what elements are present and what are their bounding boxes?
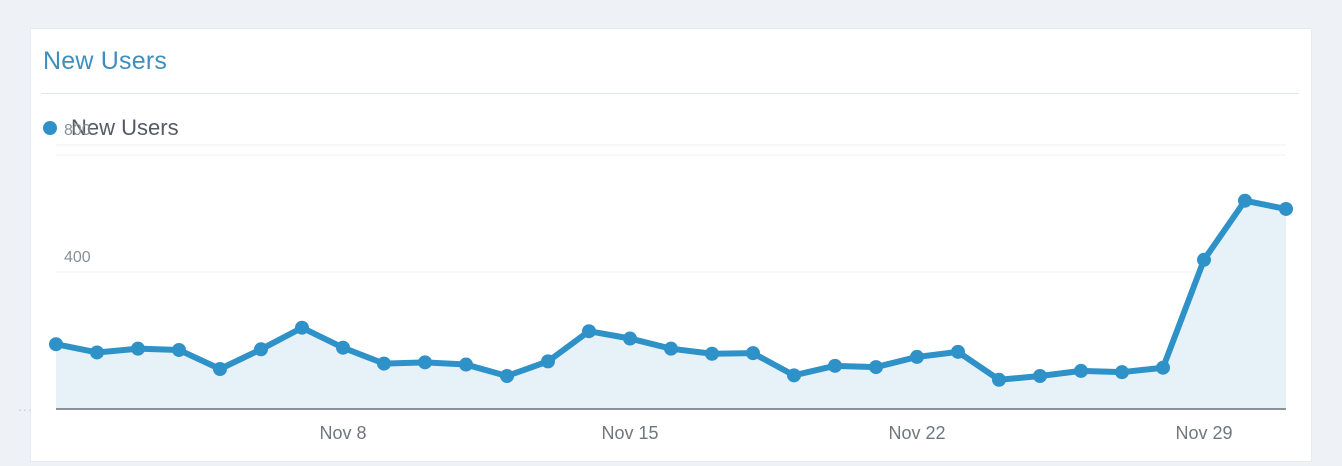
data-point-2 (90, 345, 104, 360)
data-point-29 (1197, 252, 1211, 267)
data-point-20 (828, 358, 842, 373)
data-point-10 (418, 355, 432, 370)
data-point-3 (131, 341, 145, 356)
chart-legend[interactable]: New Users (43, 115, 179, 141)
y-tick-label-400: 400 (64, 249, 91, 266)
data-point-22 (910, 349, 924, 364)
legend-label-new-users: New Users (71, 115, 179, 140)
x-tick-label-nov-8: Nov 8 (319, 423, 366, 443)
data-point-9 (377, 356, 391, 371)
series-area-fill (56, 200, 1286, 409)
data-point-18 (746, 346, 760, 361)
data-point-19 (787, 368, 801, 383)
data-point-11 (459, 357, 473, 372)
data-point-12 (500, 368, 514, 383)
data-point-6 (254, 342, 268, 357)
data-point-13 (541, 354, 555, 369)
data-point-27 (1115, 365, 1129, 380)
panel-title: New Users (43, 47, 168, 75)
data-point-14 (582, 324, 596, 339)
data-point-31 (1279, 201, 1293, 216)
data-point-7 (295, 320, 309, 335)
data-point-25 (1033, 368, 1047, 383)
legend-marker-icon (43, 121, 57, 135)
data-point-1 (49, 337, 63, 352)
x-tick-label-nov-15: Nov 15 (601, 423, 658, 443)
data-point-8 (336, 340, 350, 355)
data-point-26 (1074, 363, 1088, 378)
y-tick-label-800: 800 (64, 122, 91, 139)
data-point-21 (869, 360, 883, 375)
data-point-4 (172, 342, 186, 357)
data-point-23 (951, 344, 965, 359)
data-point-30 (1238, 193, 1252, 208)
data-point-5 (213, 361, 227, 376)
data-point-24 (992, 372, 1006, 387)
data-point-16 (664, 341, 678, 356)
data-point-15 (623, 331, 637, 346)
more-indicator[interactable]: ... (18, 398, 33, 414)
title-divider (41, 93, 1299, 94)
data-point-17 (705, 346, 719, 361)
data-point-28 (1156, 360, 1170, 375)
x-tick-label-nov-29: Nov 29 (1175, 423, 1232, 443)
x-tick-label-nov-22: Nov 22 (888, 423, 945, 443)
